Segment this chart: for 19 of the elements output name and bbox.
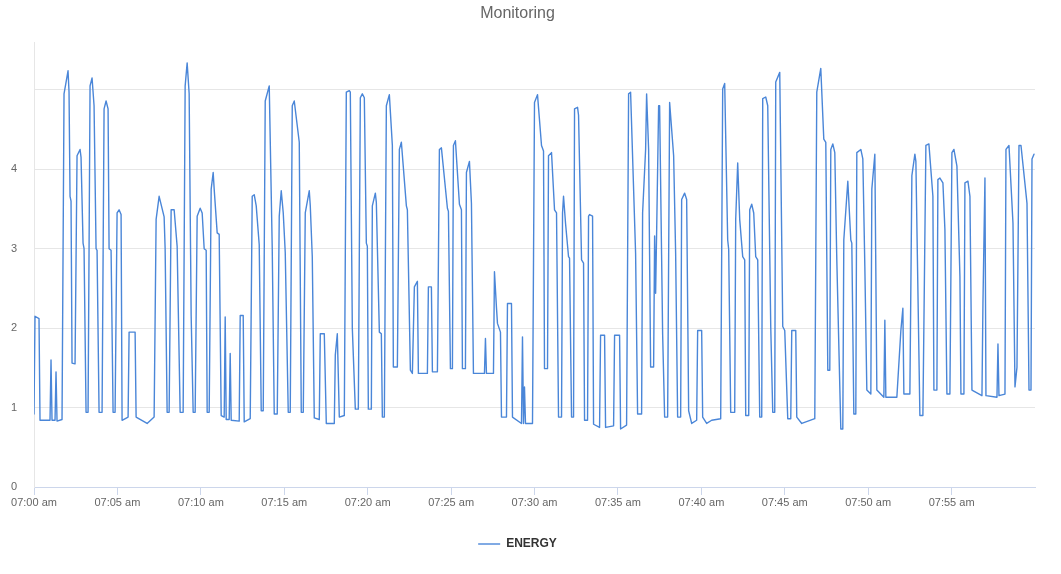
x-tick-label: 07:50 am — [845, 495, 892, 508]
x-tick-label: 07:10 am — [177, 495, 224, 508]
x-tick-label: 07:05 am — [94, 495, 141, 508]
legend-label: ENERGY — [506, 536, 557, 551]
x-tick-label: 07:30 am — [511, 495, 558, 508]
y-tick-label: 0 — [10, 480, 17, 493]
y-tick-label: 3 — [10, 241, 17, 254]
y-tick-label: 4 — [10, 162, 17, 175]
chart-title: Monitoring — [480, 4, 555, 22]
y-tick-label: 1 — [10, 400, 17, 413]
x-tick-label: 07:20 am — [344, 495, 391, 508]
x-tick-label: 07:15 am — [261, 495, 308, 508]
x-tick-label: 07:35 am — [594, 495, 641, 508]
x-tick-label: 07:40 am — [678, 495, 725, 508]
x-tick-label: 07:25 am — [428, 495, 475, 508]
x-tick-label: 07:45 am — [761, 495, 808, 508]
y-tick-label: 2 — [10, 321, 17, 334]
x-tick-label: 07:55 am — [928, 495, 975, 508]
x-tick-label: 07:00 am — [11, 495, 57, 508]
